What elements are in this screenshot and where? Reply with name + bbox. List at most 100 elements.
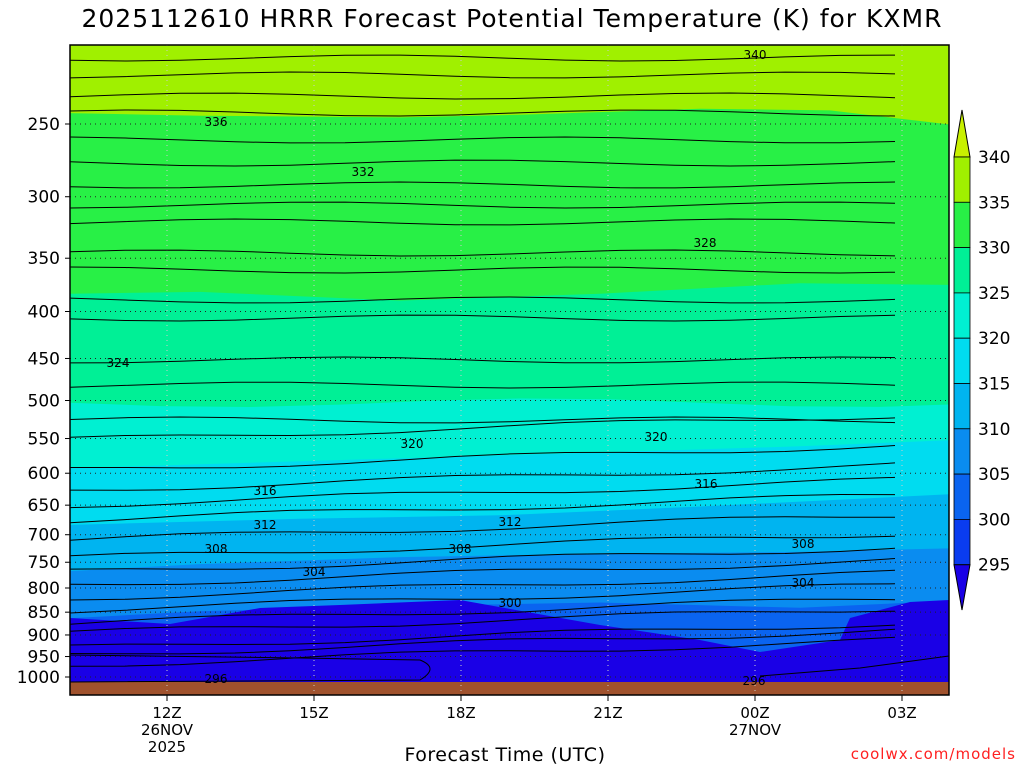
contour-line <box>70 558 896 586</box>
contour-label: 296 <box>205 672 228 686</box>
chart-title: 2025112610 HRRR Forecast Potential Tempe… <box>81 4 943 33</box>
x-tick-label: 00Z <box>740 704 769 722</box>
contour-line <box>70 628 896 655</box>
y-tick-label: 250 <box>28 115 60 135</box>
contour-line <box>70 136 896 144</box>
contour-label: 308 <box>449 542 472 556</box>
x-tick-label: 27NOV <box>729 721 782 739</box>
contour-line <box>70 314 896 322</box>
colorbar-swatch <box>953 201 971 249</box>
contour-label: 340 <box>744 48 767 62</box>
y-tick-label: 900 <box>28 626 60 646</box>
contour-label: 320 <box>401 437 424 451</box>
colorbar-label: 300 <box>978 510 1010 530</box>
y-tick-label: 950 <box>28 648 60 668</box>
contour-line <box>70 218 896 226</box>
contour-line <box>70 598 896 625</box>
contour-line <box>70 71 896 79</box>
contour-line <box>70 356 896 364</box>
colorbar-label: 340 <box>978 148 1010 168</box>
contour-line <box>70 296 896 304</box>
colorbar-label: 320 <box>978 329 1010 349</box>
grid-lines <box>70 45 949 695</box>
x-axis-title: Forecast Time (UTC) <box>404 744 606 766</box>
contour-line <box>70 535 896 557</box>
colorbar-bottom-arrow <box>953 564 971 611</box>
contour-label: 296 <box>743 674 766 688</box>
contour-line <box>70 624 896 646</box>
contour-line <box>70 547 896 570</box>
contour-label: 308 <box>792 537 815 551</box>
colorbar-label: 305 <box>978 465 1010 485</box>
contour-line <box>70 636 896 667</box>
colorbar-swatch <box>953 292 971 339</box>
contour-line <box>70 583 896 614</box>
contour-lines <box>70 54 949 683</box>
plot-frame <box>69 44 950 696</box>
contour-label: 320 <box>645 430 668 444</box>
y-tick-label: 1000 <box>17 668 60 688</box>
contour-line <box>70 516 896 541</box>
terrain-band <box>70 682 949 695</box>
contour-label: 336 <box>205 115 228 129</box>
colorbar-label: 325 <box>978 284 1010 304</box>
colorbar-swatch <box>953 156 971 203</box>
contour-line <box>70 54 896 62</box>
contour-line <box>70 159 896 167</box>
contour-label: 328 <box>694 236 717 250</box>
y-tick-label: 850 <box>28 603 60 623</box>
contour-label: 316 <box>695 477 718 491</box>
x-tick-label: 12Z <box>152 704 181 722</box>
contour-line <box>70 416 896 424</box>
y-tick-label: 350 <box>28 249 60 269</box>
colorbar-swatch <box>953 247 971 294</box>
contour-labels: 340 336 332 328 324 320 320 316 316 312 312 308 308 3… <box>107 48 815 688</box>
contour-line <box>70 493 896 524</box>
contour-line <box>70 181 896 189</box>
contour-label: 316 <box>254 484 277 498</box>
x-tick-label: 18Z <box>446 704 475 722</box>
contour-label: 304 <box>303 565 326 579</box>
colorbar-label: 310 <box>978 420 1010 440</box>
contour-line <box>70 109 896 117</box>
x-tick-label: 21Z <box>593 704 622 722</box>
x-tick-label: 2025 <box>148 738 186 756</box>
contour-line <box>70 654 431 683</box>
filled-contours <box>70 45 949 695</box>
contour-band <box>70 600 949 695</box>
y-tick-label: 600 <box>28 464 60 484</box>
contour-line <box>70 476 896 509</box>
contour-label: 300 <box>499 596 522 610</box>
colorbar-label: 335 <box>978 193 1010 213</box>
colorbar-swatch <box>953 519 971 566</box>
contour-label: 324 <box>107 356 130 370</box>
colorbar: 340 335 330 325 320 315 310 305 300 295 <box>953 109 1010 611</box>
colorbar-swatch <box>953 473 971 520</box>
y-tick-label: 300 <box>28 188 60 208</box>
colorbar-label: 315 <box>978 375 1010 395</box>
colorbar-swatch <box>953 428 971 475</box>
contour-label: 312 <box>499 515 522 529</box>
contour-line <box>70 569 896 601</box>
contour-line <box>70 201 896 209</box>
colorbar-swatch <box>953 337 971 384</box>
colorbar-label: 330 <box>978 239 1010 259</box>
y-tick-label: 400 <box>28 302 60 322</box>
x-tick-label: 03Z <box>887 704 916 722</box>
contour-line <box>70 92 896 100</box>
contour-label: 308 <box>205 542 228 556</box>
credit-text: coolwx.com/models <box>850 745 1016 763</box>
contour-line <box>70 417 896 438</box>
contour-line <box>70 381 896 389</box>
contour-line <box>70 445 896 469</box>
colorbar-top-arrow <box>953 109 971 158</box>
contour-line <box>70 610 896 632</box>
x-tick-label: 15Z <box>299 704 328 722</box>
contour-line <box>70 266 896 274</box>
y-tick-label: 500 <box>28 392 60 412</box>
y-tick-label: 550 <box>28 430 60 450</box>
y-tick-label: 450 <box>28 349 60 369</box>
colorbar-label: 295 <box>978 556 1010 576</box>
y-tick-label: 650 <box>28 496 60 516</box>
